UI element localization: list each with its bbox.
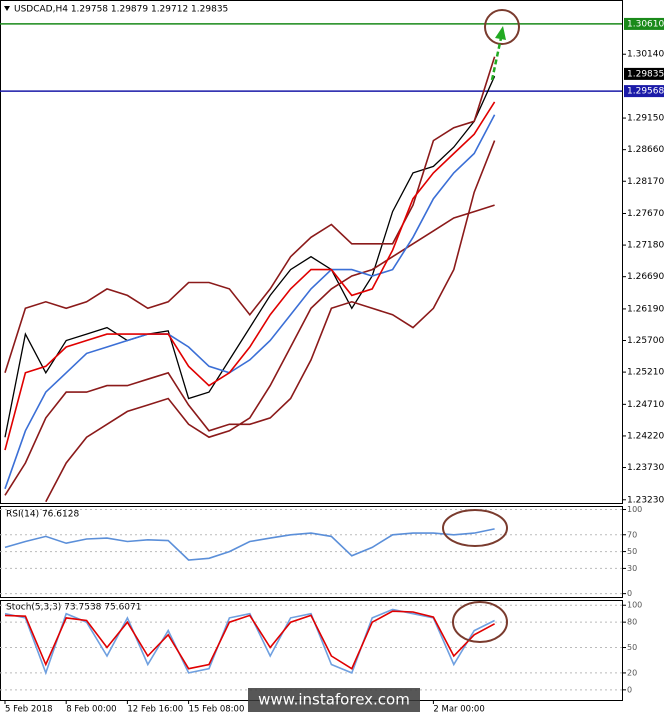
y-tick-label: 1.28170 xyxy=(627,177,664,187)
series-line xyxy=(4,608,495,676)
y-tick-label: 1.27670 xyxy=(627,209,664,219)
stoch-circle xyxy=(452,601,508,643)
watermark: www.instaforex.com xyxy=(258,691,410,709)
target-circle xyxy=(484,9,520,45)
annotations xyxy=(442,9,520,643)
y-tick-label: 30 xyxy=(627,564,637,573)
y-tick-label: 100 xyxy=(627,505,642,514)
y-tick-label: 0 xyxy=(627,589,632,598)
y-tick-label: 1.26690 xyxy=(627,272,664,282)
level-box xyxy=(624,85,664,98)
x-tick-label: 5 Feb 2018 xyxy=(5,705,53,715)
y-tick-label: 1.24220 xyxy=(627,431,664,441)
arrow-head xyxy=(495,26,506,40)
y-tick-label: 1.30140 xyxy=(627,50,664,60)
y-tick-label: 1.28660 xyxy=(627,145,664,155)
watermark-box xyxy=(248,688,420,712)
y-tick-label: 1.23730 xyxy=(627,463,664,473)
series-line xyxy=(4,114,496,490)
y-tick-label: 1.27180 xyxy=(627,241,664,251)
y-tick-label: 1.25210 xyxy=(627,368,664,378)
series-line xyxy=(4,528,495,561)
level-box xyxy=(624,67,664,80)
forecast-arrow xyxy=(490,37,503,81)
y-tick-label: 80 xyxy=(627,618,637,627)
series-line xyxy=(45,204,495,503)
main-title: USDCAD,H4 1.29758 1.29879 1.29712 1.2983… xyxy=(14,5,228,15)
y-tick-label: 1.29150 xyxy=(627,114,664,124)
y-tick-label: 1.23230 xyxy=(627,495,664,505)
series-line xyxy=(4,56,496,374)
series-line xyxy=(4,101,496,451)
y-tick-label: 50 xyxy=(627,547,637,556)
y-tick-label: 1.25700 xyxy=(627,336,664,346)
level-label: 1.29835 xyxy=(627,69,664,79)
y-tick-label: 50 xyxy=(627,643,637,652)
x-tick-label: 12 Feb 16:00 xyxy=(127,705,183,715)
x-tick-label: 15 Feb 08:00 xyxy=(189,705,245,715)
y-tick-label: 20 xyxy=(627,668,637,677)
rsi-title: RSI(14) 76.6128 xyxy=(6,510,79,520)
level-label: 1.29568 xyxy=(627,87,664,97)
y-tick-label: 1.26190 xyxy=(627,304,664,314)
series-line xyxy=(4,140,496,496)
menu-marker xyxy=(4,6,10,11)
level-box xyxy=(624,17,664,30)
y-tick-label: 0 xyxy=(627,685,632,694)
stoch-title: Stoch(5,3,3) 73.7538 75.6071 xyxy=(6,603,141,613)
y-tick-label: 1.24710 xyxy=(627,400,664,410)
y-tick-label: 100 xyxy=(627,601,642,610)
x-tick-label: 2 Mar 00:00 xyxy=(433,705,484,715)
x-tick-label: 8 Feb 00:00 xyxy=(66,705,116,715)
series-line xyxy=(4,75,496,438)
series-line xyxy=(4,610,495,670)
y-tick-label: 70 xyxy=(627,530,637,539)
level-label: 1.30610 xyxy=(627,19,664,29)
main-panel xyxy=(0,0,623,504)
rsi-circle xyxy=(442,509,508,547)
